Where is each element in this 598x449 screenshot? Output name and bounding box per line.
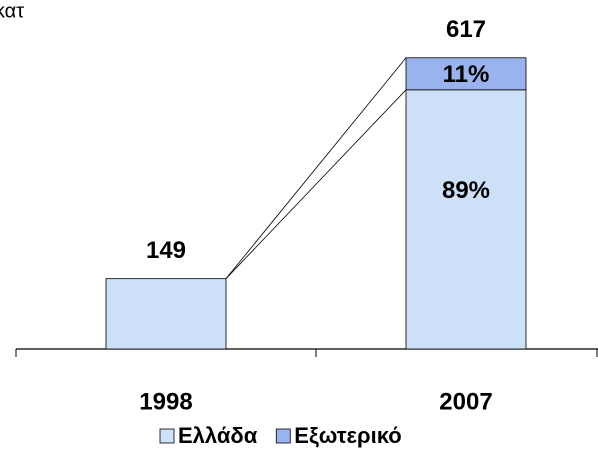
connector [225,57,407,279]
x-tick-label: 1998 [139,388,192,415]
data-label: 89% [442,177,490,204]
legend-label: Εξωτερικό [294,423,401,448]
bar-segment [405,89,527,350]
x-tick-label: 2007 [439,388,492,415]
connector [225,89,407,279]
total-label: 617 [446,16,486,43]
bar-segment [405,57,527,91]
legend-label: Ελλάδα [178,423,258,448]
bar-segment [105,278,227,350]
legend-swatch [159,428,175,444]
data-label: 11% [443,61,490,88]
legend-swatch [275,428,291,444]
unit-label: εκατ [0,0,24,22]
total-label: 149 [146,237,186,264]
